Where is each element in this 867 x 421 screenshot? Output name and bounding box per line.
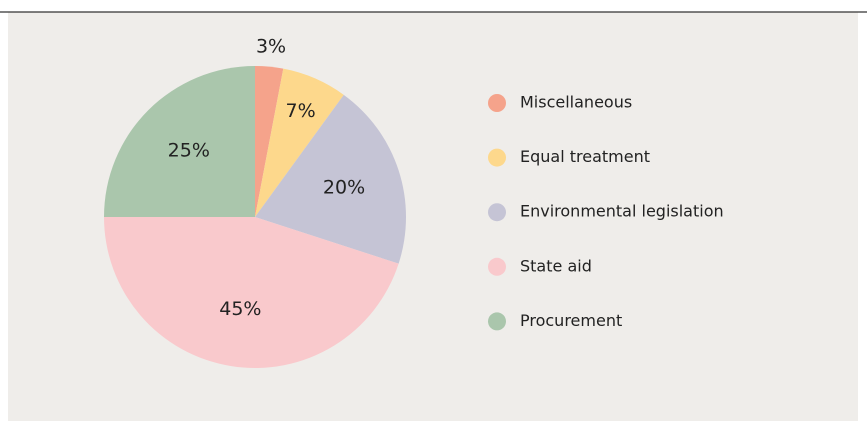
- legend-label: Miscellaneous: [520, 93, 632, 112]
- legend-swatch: [488, 312, 506, 331]
- pie-slice: [255, 94, 406, 264]
- legend-label: Equal treatment: [520, 147, 650, 166]
- pie-slice: [255, 68, 344, 217]
- legend-label: Procurement: [520, 311, 622, 330]
- legend-swatch: [488, 257, 506, 276]
- legend-label: State aid: [520, 256, 592, 275]
- slice-label: 7%: [285, 100, 315, 122]
- legend-swatch: [488, 203, 506, 222]
- slice-label: 25%: [168, 139, 210, 161]
- pie-slice: [104, 217, 399, 368]
- legend-label: Environmental legislation: [520, 202, 724, 221]
- slice-label: 20%: [323, 177, 365, 199]
- slice-label: 3%: [256, 36, 286, 58]
- pie-slice: [104, 66, 255, 217]
- pie-slice: [255, 66, 284, 217]
- legend-swatch: [488, 148, 506, 167]
- slice-label: 45%: [219, 298, 261, 320]
- legend-swatch: [488, 94, 506, 112]
